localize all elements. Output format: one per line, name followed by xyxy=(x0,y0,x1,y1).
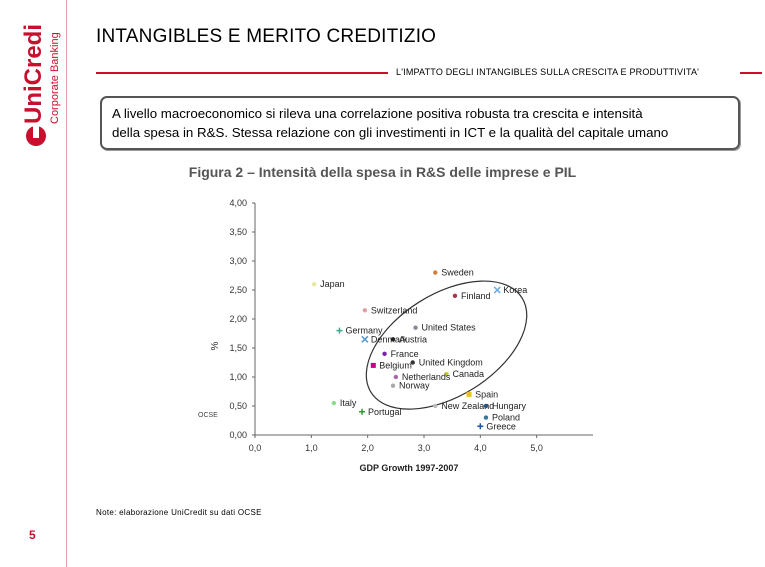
y-tick-label: 3,50 xyxy=(229,227,247,237)
point-italy-marker xyxy=(331,400,337,406)
point-denmark-label: Denmark xyxy=(371,334,408,344)
section-subtitle: L'IMPATTO DEGLI INTANGIBLES SULLA CRESCI… xyxy=(396,67,700,77)
point-italy-label: Italy xyxy=(340,398,357,408)
point-greece-label: Greece xyxy=(486,421,516,431)
x-tick-label: 3,0 xyxy=(418,443,431,453)
y-axis-extra-label: OCSE xyxy=(198,412,218,419)
point-switzerland-marker xyxy=(362,308,368,313)
y-axis-label: % xyxy=(210,341,221,350)
point-finland-marker xyxy=(452,293,458,298)
point-sweden-marker xyxy=(433,270,438,275)
point-poland-label: Poland xyxy=(492,413,520,423)
key-message-line-2: della spesa in R&S. Stessa relazione con… xyxy=(112,125,669,140)
y-tick-label: 3,00 xyxy=(229,256,247,266)
y-tick-label: 0,50 xyxy=(229,401,247,411)
trend-ellipse xyxy=(365,280,528,410)
point-united-kingdom-marker xyxy=(410,360,415,365)
point-japan-marker xyxy=(311,282,317,287)
point-austria-marker xyxy=(390,337,396,342)
point-united-states-label: United States xyxy=(422,323,477,333)
page-number: 5 xyxy=(29,528,36,542)
point-korea-marker xyxy=(493,286,501,294)
point-netherlands-marker xyxy=(393,374,399,380)
logo-wordmark: UniCredit xyxy=(20,24,47,124)
point-sweden-label: Sweden xyxy=(441,268,474,278)
point-france-marker xyxy=(382,351,387,356)
logo-symbol xyxy=(26,126,46,146)
y-tick-label: 2,50 xyxy=(229,285,247,295)
point-poland-marker xyxy=(483,415,489,420)
point-new-zealand-label: New Zealand xyxy=(441,401,494,411)
point-norway-marker xyxy=(390,383,396,388)
point-canada-marker xyxy=(444,371,449,377)
point-austria-label: Austria xyxy=(399,334,427,344)
point-norway-label: Norway xyxy=(399,381,430,391)
point-germany-marker xyxy=(336,327,343,334)
x-axis-label: GDP Growth 1997-2007 xyxy=(360,463,459,473)
y-tick-label: 0,00 xyxy=(229,430,247,440)
header-rule-left xyxy=(96,72,388,74)
point-spain-marker xyxy=(466,391,472,397)
y-tick-label: 1,50 xyxy=(229,343,247,353)
point-germany-label: Germany xyxy=(346,326,384,336)
point-spain-label: Spain xyxy=(475,389,498,399)
point-portugal-label: Portugal xyxy=(368,407,402,417)
logo-division: Corporate Banking xyxy=(49,32,61,124)
point-portugal-marker xyxy=(359,408,366,415)
point-belgium-label: Belgium xyxy=(379,360,412,370)
key-message-box: A livello macroeconomico si rileva una c… xyxy=(100,96,740,150)
x-tick-label: 5,0 xyxy=(530,443,543,453)
point-switzerland-label: Switzerland xyxy=(371,305,418,315)
point-finland-label: Finland xyxy=(461,291,491,301)
point-denmark-marker xyxy=(361,335,369,343)
point-canada-label: Canada xyxy=(453,369,485,379)
point-france-label: France xyxy=(391,349,419,359)
header-rule-right xyxy=(740,72,762,74)
page-title: INTANGIBLES E MERITO CREDITIZIO xyxy=(96,26,437,47)
x-tick-label: 1,0 xyxy=(305,443,318,453)
x-tick-label: 2,0 xyxy=(361,443,374,453)
unicredit-logo: UniCredit Corporate Banking xyxy=(14,16,66,154)
y-tick-label: 4,00 xyxy=(229,198,247,208)
point-belgium-marker xyxy=(370,362,376,368)
point-japan-label: Japan xyxy=(320,279,345,289)
x-tick-label: 4,0 xyxy=(474,443,487,453)
y-tick-label: 2,00 xyxy=(229,314,247,324)
point-netherlands-label: Netherlands xyxy=(402,372,451,382)
x-tick-label: 0,0 xyxy=(249,443,262,453)
point-korea-label: Korea xyxy=(503,285,527,295)
sidebar-divider xyxy=(66,0,67,567)
y-tick-label: 1,00 xyxy=(229,372,247,382)
figure-title: Figura 2 – Intensità della spesa in R&S … xyxy=(188,164,577,180)
key-message-line-1: A livello macroeconomico si rileva una c… xyxy=(112,106,643,121)
point-greece-marker xyxy=(477,423,484,430)
source-note: Note: elaborazione UniCredit su dati OCS… xyxy=(96,508,262,517)
point-hungary-label: Hungary xyxy=(492,401,527,411)
point-united-kingdom-label: United Kingdom xyxy=(419,358,483,368)
point-hungary-marker xyxy=(483,403,489,409)
point-united-states-marker xyxy=(413,325,418,330)
point-new-zealand-marker xyxy=(433,403,438,409)
